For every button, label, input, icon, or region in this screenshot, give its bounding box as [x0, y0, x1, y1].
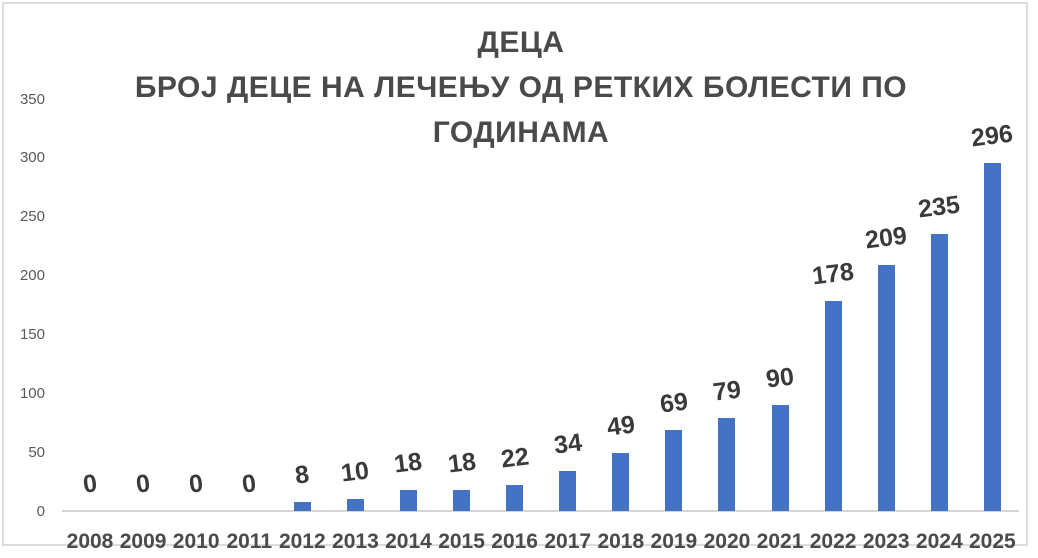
x-axis-line: [62, 510, 1019, 512]
y-tick-label: 0: [36, 502, 45, 520]
bar-2018: [612, 453, 630, 511]
chart-title-line-3: ГОДИНАМА: [432, 116, 610, 149]
x-tick-label: 2011: [226, 530, 273, 553]
bar-2024: [930, 234, 948, 511]
x-tick-label: 2024: [915, 530, 963, 553]
x-tick-label: 2020: [703, 530, 751, 553]
y-tick-label: 300: [19, 149, 45, 167]
x-tick-label: 2012: [278, 530, 326, 553]
bar-2025: [983, 163, 1001, 511]
bar-2015: [453, 490, 471, 511]
bar-2021: [771, 405, 789, 511]
bar-value-label: 209: [863, 221, 909, 255]
x-tick-label: 2015: [438, 530, 485, 553]
y-tick-label: 350: [19, 90, 45, 108]
x-tick-label: 2021: [756, 530, 804, 553]
x-tick-label: 2008: [66, 530, 114, 553]
x-tick-label: 2019: [650, 530, 698, 553]
bar-2013: [346, 499, 364, 511]
bar-value-label: 235: [916, 190, 962, 224]
bar-2019: [665, 430, 683, 511]
x-tick-label: 2014: [385, 530, 432, 553]
x-tick-label: 2023: [862, 530, 910, 553]
y-tick-label: 100: [19, 384, 45, 402]
x-tick-label: 2018: [597, 530, 645, 553]
x-tick-label: 2025: [969, 530, 1016, 553]
y-tick-label: 50: [28, 443, 45, 461]
bar-value-label: 178: [810, 257, 856, 291]
x-tick-label: 2013: [332, 530, 379, 553]
bar-2020: [718, 418, 736, 511]
chart-title-line-1: ДЕЦА: [477, 26, 565, 59]
bar-2014: [399, 490, 417, 511]
chart-title-line-2: БРОЈ ДЕЦЕ НА ЛЕЧЕЊУ ОД РЕТКИХ БОЛЕСТИ ПО: [134, 71, 908, 104]
chart-title: ДЕЦА БРОЈ ДЕЦЕ НА ЛЕЧЕЊУ ОД РЕТКИХ БОЛЕС…: [4, 20, 1038, 155]
bar-2023: [877, 265, 895, 511]
y-tick-label: 200: [19, 267, 45, 285]
bar-2012: [293, 502, 311, 511]
bar-value-label: 90: [764, 362, 796, 394]
y-tick-label: 150: [19, 325, 45, 343]
bar-2016: [506, 485, 524, 511]
y-tick-label: 250: [19, 208, 45, 226]
bar-2022: [824, 301, 842, 511]
bar-2017: [559, 471, 577, 511]
chart-frame: ДЕЦА БРОЈ ДЕЦЕ НА ЛЕЧЕЊУ ОД РЕТКИХ БОЛЕС…: [2, 2, 1028, 553]
x-tick-label: 2022: [809, 530, 857, 553]
x-tick-label: 2016: [491, 530, 538, 553]
x-tick-label: 2017: [544, 530, 592, 553]
x-tick-label: 2009: [119, 530, 167, 553]
x-tick-label: 2010: [172, 530, 220, 553]
